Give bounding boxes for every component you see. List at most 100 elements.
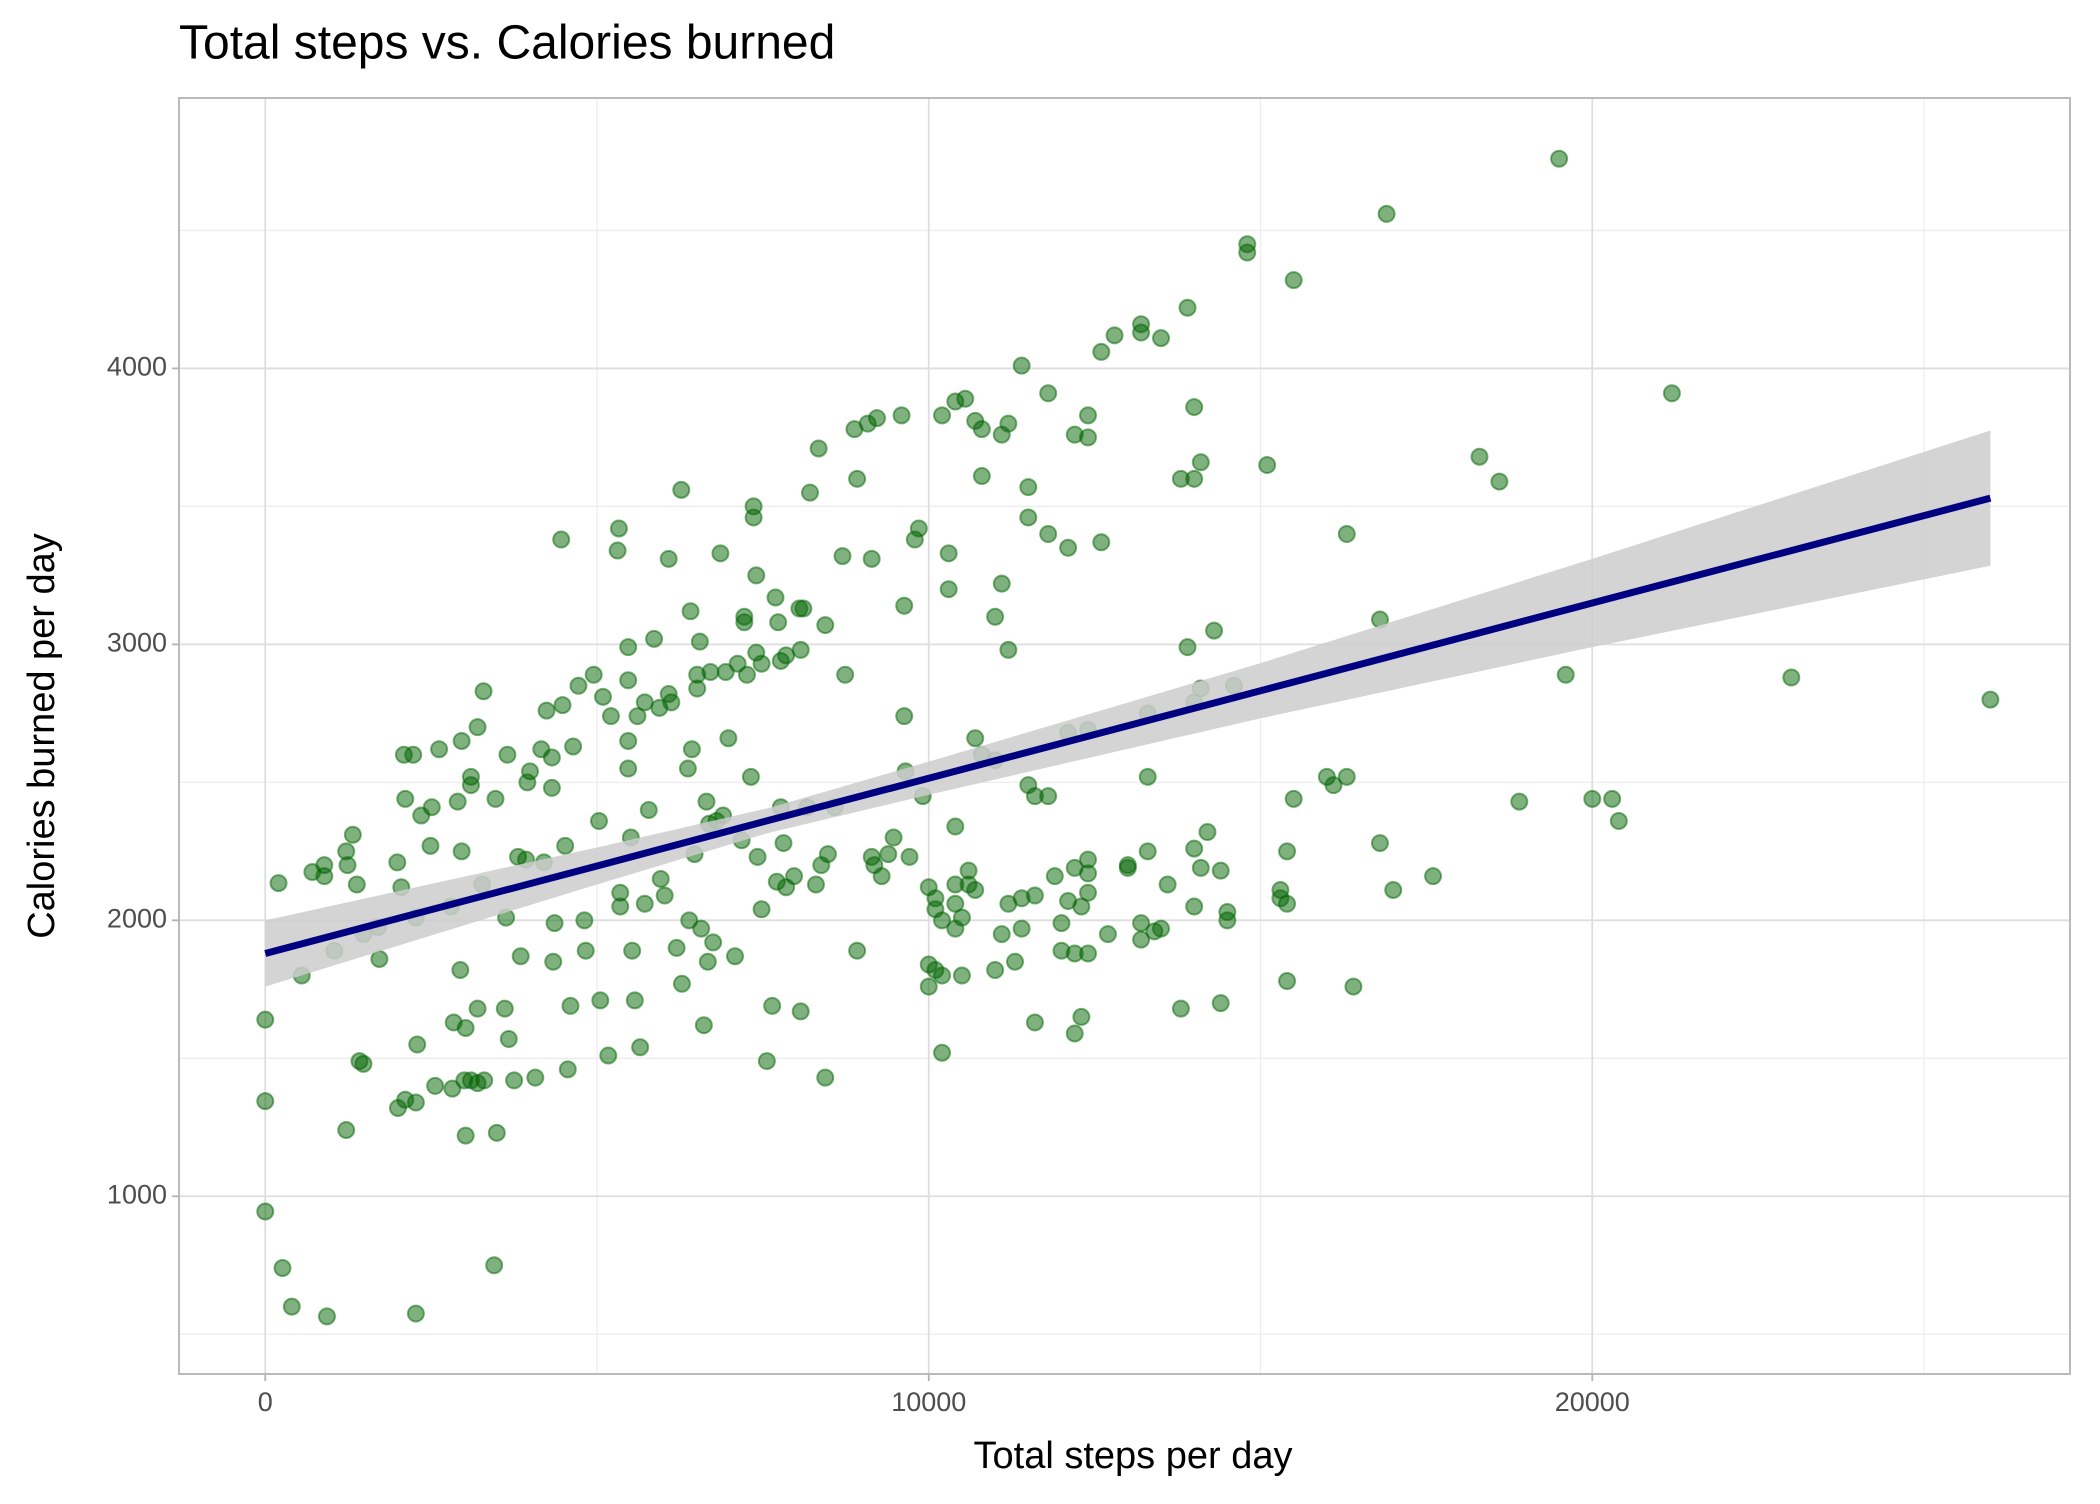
point bbox=[1191, 858, 1210, 877]
point bbox=[593, 687, 612, 706]
point bbox=[619, 638, 638, 657]
point bbox=[986, 607, 1005, 626]
point bbox=[806, 875, 825, 894]
point bbox=[836, 665, 855, 684]
point bbox=[1211, 861, 1230, 880]
point bbox=[611, 897, 630, 916]
point bbox=[791, 1002, 810, 1021]
point bbox=[744, 508, 763, 527]
point bbox=[692, 919, 711, 938]
point bbox=[1052, 914, 1071, 933]
point bbox=[816, 1068, 835, 1087]
point bbox=[818, 845, 837, 864]
point bbox=[1324, 776, 1343, 795]
point bbox=[719, 729, 738, 748]
x-tick-label: 0 bbox=[258, 1387, 273, 1417]
point bbox=[1550, 149, 1569, 168]
point bbox=[537, 701, 556, 720]
point bbox=[1510, 792, 1529, 811]
point bbox=[1132, 323, 1151, 342]
point bbox=[556, 836, 575, 855]
point bbox=[1185, 398, 1204, 417]
point bbox=[552, 530, 571, 549]
point bbox=[1045, 867, 1064, 886]
point bbox=[1384, 880, 1403, 899]
point bbox=[591, 991, 610, 1010]
point bbox=[999, 640, 1018, 659]
point bbox=[672, 480, 691, 499]
point bbox=[499, 1029, 518, 1048]
point bbox=[1171, 999, 1190, 1018]
point bbox=[952, 966, 971, 985]
point bbox=[1158, 875, 1177, 894]
point bbox=[1012, 919, 1031, 938]
point bbox=[704, 933, 723, 952]
point bbox=[939, 544, 958, 563]
point bbox=[933, 1043, 952, 1062]
point bbox=[623, 941, 642, 960]
point bbox=[1470, 447, 1489, 466]
point bbox=[1065, 858, 1084, 877]
point bbox=[631, 1038, 650, 1057]
point bbox=[1151, 329, 1170, 348]
point bbox=[468, 999, 487, 1018]
point bbox=[448, 792, 467, 811]
point bbox=[1377, 204, 1396, 223]
point bbox=[833, 547, 852, 566]
point bbox=[747, 566, 766, 585]
point bbox=[752, 900, 771, 919]
point bbox=[542, 748, 561, 767]
point bbox=[999, 414, 1018, 433]
point bbox=[763, 996, 782, 1015]
point bbox=[909, 519, 928, 538]
point bbox=[468, 718, 487, 737]
point bbox=[619, 731, 638, 750]
point bbox=[1278, 842, 1297, 861]
point bbox=[1025, 886, 1044, 905]
point bbox=[1059, 538, 1078, 557]
point bbox=[558, 1060, 577, 1079]
point bbox=[1211, 994, 1230, 1013]
point bbox=[639, 800, 658, 819]
point bbox=[992, 925, 1011, 944]
point bbox=[451, 961, 470, 980]
point bbox=[1424, 867, 1443, 886]
point bbox=[697, 792, 716, 811]
point bbox=[741, 767, 760, 786]
point bbox=[956, 389, 975, 408]
point bbox=[716, 662, 735, 681]
point bbox=[599, 1046, 618, 1065]
point bbox=[662, 693, 681, 712]
point bbox=[628, 707, 647, 726]
point bbox=[791, 640, 810, 659]
point bbox=[757, 1052, 776, 1071]
point bbox=[848, 469, 867, 488]
point bbox=[475, 1071, 494, 1090]
point bbox=[273, 1259, 292, 1278]
point bbox=[672, 974, 691, 993]
point bbox=[1039, 384, 1058, 403]
point bbox=[388, 853, 407, 872]
point bbox=[347, 875, 366, 894]
point bbox=[370, 949, 389, 968]
point bbox=[635, 894, 654, 913]
point bbox=[992, 574, 1011, 593]
point bbox=[1132, 930, 1151, 949]
point bbox=[1583, 789, 1602, 808]
point bbox=[895, 596, 914, 615]
point bbox=[608, 541, 627, 560]
point bbox=[485, 1256, 504, 1275]
point bbox=[769, 613, 788, 632]
y-axis-title: Calories burned per day bbox=[21, 533, 63, 939]
point bbox=[256, 1010, 275, 1029]
point bbox=[408, 1035, 427, 1054]
point bbox=[1145, 922, 1164, 941]
point bbox=[1556, 665, 1575, 684]
confidence-band bbox=[265, 430, 1991, 987]
panel-border bbox=[178, 97, 2071, 1375]
point bbox=[452, 842, 471, 861]
point bbox=[1019, 508, 1038, 527]
x-tick-label: 10000 bbox=[891, 1387, 966, 1417]
point bbox=[486, 789, 505, 808]
